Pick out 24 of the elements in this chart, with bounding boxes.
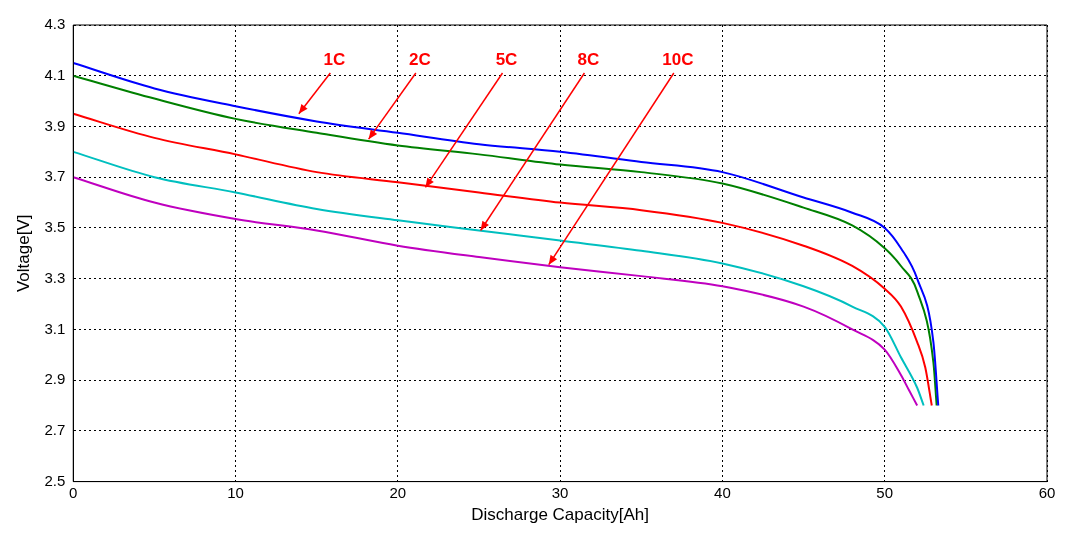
annotation: 1C [323, 50, 346, 70]
y-tick-label: 3.9 [44, 116, 66, 134]
x-tick-label: 50 [876, 483, 894, 501]
y-tick-label: 3.1 [44, 319, 66, 337]
y-tick-label: 2.9 [44, 370, 66, 388]
y-axis-title: Voltage[V] [13, 214, 33, 293]
y-tick-label: 3.7 [44, 167, 66, 185]
x-tick-label: 30 [551, 483, 569, 501]
y-tick-label: 4.1 [44, 65, 66, 83]
y-tick-label: 3.5 [44, 218, 66, 236]
x-tick-label: 20 [389, 483, 407, 501]
annotation: 10C [662, 50, 694, 70]
x-tick-label: 0 [69, 483, 78, 501]
y-tick-label: 2.5 [44, 471, 66, 489]
x-tick-label: 60 [1038, 483, 1056, 501]
y-tick-label: 4.3 [44, 15, 66, 33]
y-tick-label: 2.7 [44, 421, 66, 439]
x-tick-label: 40 [714, 483, 731, 501]
annotation: 2C [408, 50, 431, 70]
annotation: 5C [495, 50, 518, 70]
annotation: 8C [577, 50, 600, 70]
x-axis-title: Discharge Capacity[Ah] [471, 505, 649, 525]
y-tick-label: 3.3 [44, 268, 66, 286]
x-tick-label: 10 [227, 483, 244, 501]
